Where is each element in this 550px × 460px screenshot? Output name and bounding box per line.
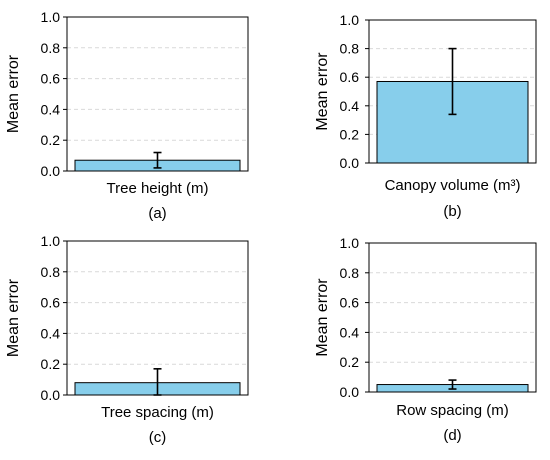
axes-frame (368, 242, 537, 393)
y-tick-label: 0.2 (340, 354, 360, 370)
axes-frame (368, 19, 537, 164)
y-tick-label: 0.4 (340, 324, 360, 340)
y-tick-label: 0.8 (41, 264, 61, 280)
y-tick-label: 0.8 (41, 40, 61, 56)
panel-label: (d) (443, 427, 461, 444)
y-axis-label: Mean error (314, 52, 331, 131)
y-tick-label: 0.4 (41, 325, 61, 341)
category-label: Row spacing (m) (396, 402, 509, 419)
y-tick-label: 0.8 (340, 41, 360, 57)
y-tick-label: 0.0 (41, 387, 61, 403)
y-axis-label: Mean error (5, 278, 22, 357)
y-tick-label: 0.8 (340, 265, 360, 281)
y-tick-label: 1.0 (41, 233, 61, 249)
axes-frame (66, 240, 249, 396)
panel-label: (c) (149, 429, 167, 446)
y-tick-label: 0.0 (340, 155, 360, 171)
y-tick-label: 0.6 (340, 295, 360, 311)
y-tick-label: 1.0 (41, 9, 61, 25)
category-label: Tree height (m) (107, 180, 209, 197)
panel-label: (b) (443, 203, 461, 220)
y-tick-label: 0.0 (340, 384, 360, 400)
y-tick-label: 1.0 (340, 235, 360, 251)
category-label: Tree spacing (m) (101, 404, 214, 421)
y-tick-label: 0.6 (41, 295, 61, 311)
y-tick-label: 1.0 (340, 12, 360, 28)
y-axis-label: Mean error (5, 54, 22, 133)
y-tick-label: 0.6 (340, 69, 360, 85)
y-tick-label: 0.2 (41, 356, 61, 372)
panel-label: (a) (148, 205, 166, 222)
category-label: Canopy volume (m³) (385, 177, 521, 194)
axes-frame (66, 16, 249, 172)
y-tick-label: 0.6 (41, 71, 61, 87)
y-tick-label: 0.0 (41, 163, 61, 179)
y-axis-label: Mean error (314, 278, 331, 357)
y-tick-label: 0.4 (41, 101, 61, 117)
y-tick-label: 0.2 (41, 132, 61, 148)
y-tick-label: 0.4 (340, 98, 360, 114)
y-tick-label: 0.2 (340, 126, 360, 142)
